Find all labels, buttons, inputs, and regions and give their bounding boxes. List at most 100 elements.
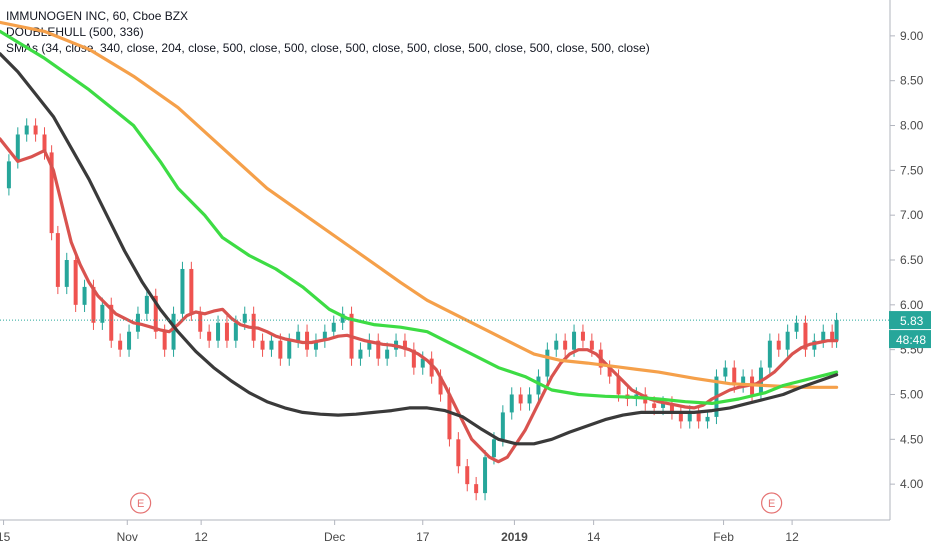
sma-black-line	[0, 52, 839, 446]
candle-body	[741, 376, 746, 386]
candle-body	[216, 322, 221, 341]
candle-body	[732, 367, 737, 386]
x-tick-label: 14	[587, 530, 601, 544]
candle-body	[607, 367, 612, 377]
candle-body	[278, 340, 283, 359]
candle-body	[322, 331, 327, 341]
candle-body	[572, 331, 577, 350]
candle-body	[447, 394, 452, 440]
legend-doublehull: DOUBLEHULL (500, 336)	[6, 25, 144, 39]
candle-body	[367, 340, 372, 350]
candle-body	[821, 331, 826, 341]
earnings-marker-label: E	[137, 498, 144, 510]
candle-body	[55, 233, 60, 287]
candle-body	[287, 340, 292, 359]
candle-body	[767, 340, 772, 368]
candle-body	[198, 313, 203, 332]
y-tick-label: 7.00	[900, 208, 924, 222]
candle-body	[189, 268, 194, 314]
candle-body	[100, 304, 105, 323]
candle-body	[830, 331, 835, 341]
candle-body	[260, 340, 265, 350]
candle-body	[518, 394, 523, 404]
y-tick-label: 7.50	[900, 163, 924, 177]
candle-body	[171, 313, 176, 350]
candle-body	[33, 125, 38, 135]
candle-body	[162, 331, 167, 350]
y-tick-label: 6.00	[900, 298, 924, 312]
chart-legend: IMMUNOGEN INC, 60, Cboe BZX DOUBLEHULL (…	[6, 8, 650, 56]
sma-green-line	[0, 29, 839, 405]
candle-body	[313, 340, 318, 350]
candle-body	[456, 439, 461, 467]
x-tick-label: 12	[785, 530, 799, 544]
candle-body	[509, 394, 514, 413]
y-tick-label: 4.50	[900, 432, 924, 446]
candle-body	[812, 340, 817, 350]
candle-body	[696, 412, 701, 422]
candle-body	[305, 331, 310, 350]
candle-body	[483, 457, 488, 494]
x-tick-label: 2019	[501, 530, 528, 544]
candle-body	[474, 484, 479, 494]
candle-body	[376, 340, 381, 359]
candle-body	[269, 340, 274, 350]
legend-smas: SMAs (34, close, 340, close, 204, close,…	[6, 41, 650, 55]
candle-body	[358, 349, 363, 359]
sma-red-line	[0, 137, 839, 464]
legend-title: IMMUNOGEN INC, 60, Cboe BZX	[6, 9, 189, 23]
y-tick-label: 4.00	[900, 477, 924, 491]
candle-body	[242, 313, 247, 323]
candle-body	[580, 331, 585, 341]
earnings-marker-label: E	[768, 498, 775, 510]
y-tick-label: 6.50	[900, 253, 924, 267]
y-tick-label: 8.50	[900, 74, 924, 88]
candle-body	[687, 412, 692, 422]
y-tick-label: 8.00	[900, 119, 924, 133]
candle-body	[834, 320, 839, 341]
x-tick-label: Feb	[713, 530, 734, 544]
candle-body	[536, 376, 541, 395]
candle-body	[118, 340, 123, 350]
candle-body	[411, 349, 416, 368]
y-tick-label: 9.00	[900, 29, 924, 43]
earnings-marker[interactable]	[130, 492, 152, 514]
earnings-marker[interactable]	[761, 492, 783, 514]
candle-body	[73, 260, 78, 305]
candle-body	[661, 403, 666, 408]
candle-body	[776, 340, 781, 350]
countdown-label-box	[889, 330, 931, 349]
candle-body	[6, 161, 11, 189]
candle-body	[705, 416, 710, 422]
y-tick-label: 5.00	[900, 387, 924, 401]
x-tick-label: Nov	[117, 530, 138, 544]
candle-body	[109, 304, 114, 341]
candle-body	[127, 331, 132, 350]
countdown-label: 48:48	[896, 333, 926, 347]
candle-body	[91, 286, 96, 323]
candle-body	[331, 322, 336, 332]
candle-body	[49, 152, 54, 234]
candle-body	[15, 134, 20, 162]
candle-body	[82, 286, 87, 305]
candle-body	[465, 466, 470, 485]
candle-body	[803, 322, 808, 350]
candle-body	[180, 268, 185, 314]
candle-body	[153, 295, 158, 332]
candle-body	[420, 358, 425, 368]
candle-body	[794, 322, 799, 332]
candle-body	[545, 349, 550, 377]
candle-body	[678, 412, 683, 422]
candle-body	[589, 340, 594, 350]
price-label-box	[889, 311, 931, 330]
candle-body	[207, 331, 212, 341]
candle-body	[340, 313, 345, 323]
candle-body	[144, 295, 149, 314]
candle-body	[233, 322, 238, 341]
candle-body	[616, 376, 621, 395]
candle-body	[385, 349, 390, 359]
candle-body	[224, 322, 229, 341]
candle-body	[652, 403, 657, 408]
candle-body	[42, 134, 47, 153]
